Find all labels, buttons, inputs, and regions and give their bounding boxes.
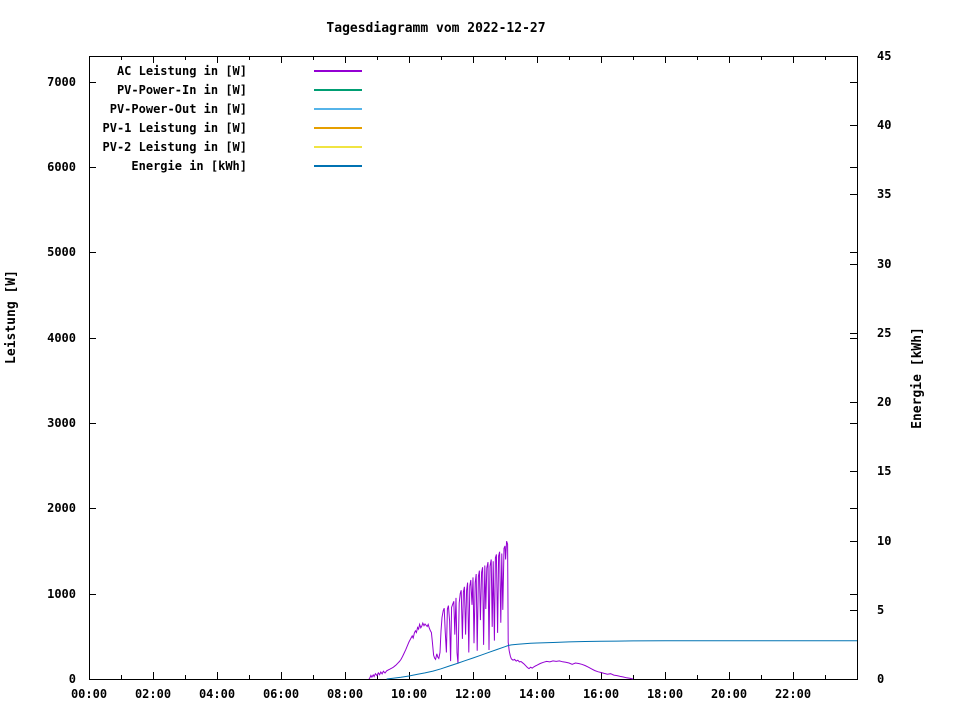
y-right-tick-label: 35 — [877, 187, 891, 201]
y-right-tick-label: 45 — [877, 49, 891, 63]
y-left-tick-label: 4000 — [47, 331, 76, 345]
y-left-tick-label: 1000 — [47, 587, 76, 601]
x-tick-label: 18:00 — [647, 687, 683, 701]
series-line-energie-in-kwh — [386, 640, 857, 680]
series-line-ac-leistung-in-w — [368, 541, 634, 680]
y-right-tick-label: 10 — [877, 534, 891, 548]
x-tick-label: 14:00 — [519, 687, 555, 701]
y-left-tick-label: 0 — [69, 672, 76, 686]
y-left-tick-label: 7000 — [47, 75, 76, 89]
x-tick-label: 16:00 — [583, 687, 619, 701]
y-right-tick-label: 5 — [877, 603, 884, 617]
x-tick-label: 22:00 — [775, 687, 811, 701]
x-tick-label: 12:00 — [455, 687, 491, 701]
y-left-axis-title: Leistung [W] — [4, 270, 19, 364]
y-right-tick-label: 15 — [877, 464, 891, 478]
legend-label: AC Leistung in [W] — [117, 64, 247, 78]
legend-label: PV-2 Leistung in [W] — [103, 140, 248, 154]
legend-label: PV-Power-Out in [W] — [110, 102, 247, 116]
y-right-tick-label: 20 — [877, 395, 891, 409]
x-tick-label: 06:00 — [263, 687, 299, 701]
y-right-tick-label: 40 — [877, 118, 891, 132]
x-tick-label: 20:00 — [711, 687, 747, 701]
y-right-tick-label: 0 — [877, 672, 884, 686]
y-right-tick-label: 30 — [877, 257, 891, 271]
y-right-tick-label: 25 — [877, 326, 891, 340]
legend-label: PV-Power-In in [W] — [117, 83, 247, 97]
x-tick-label: 00:00 — [71, 687, 107, 701]
legend-label: PV-1 Leistung in [W] — [103, 121, 248, 135]
y-left-tick-label: 5000 — [47, 245, 76, 259]
x-tick-label: 08:00 — [327, 687, 363, 701]
y-left-tick-label: 6000 — [47, 160, 76, 174]
x-tick-label: 02:00 — [135, 687, 171, 701]
x-tick-label: 10:00 — [391, 687, 427, 701]
legend-label: Energie in [kWh] — [131, 159, 247, 173]
chart-title: Tagesdiagramm vom 2022-12-27 — [326, 21, 545, 36]
y-right-axis-title: Energie [kWh] — [910, 327, 925, 429]
y-left-tick-label: 2000 — [47, 501, 76, 515]
plot-area: 00:00 02:00 04:00 06:00 08:00 10:00 12:00 14:00… — [47, 49, 891, 701]
x-tick-label: 04:00 — [199, 687, 235, 701]
y-left-tick-label: 3000 — [47, 416, 76, 430]
